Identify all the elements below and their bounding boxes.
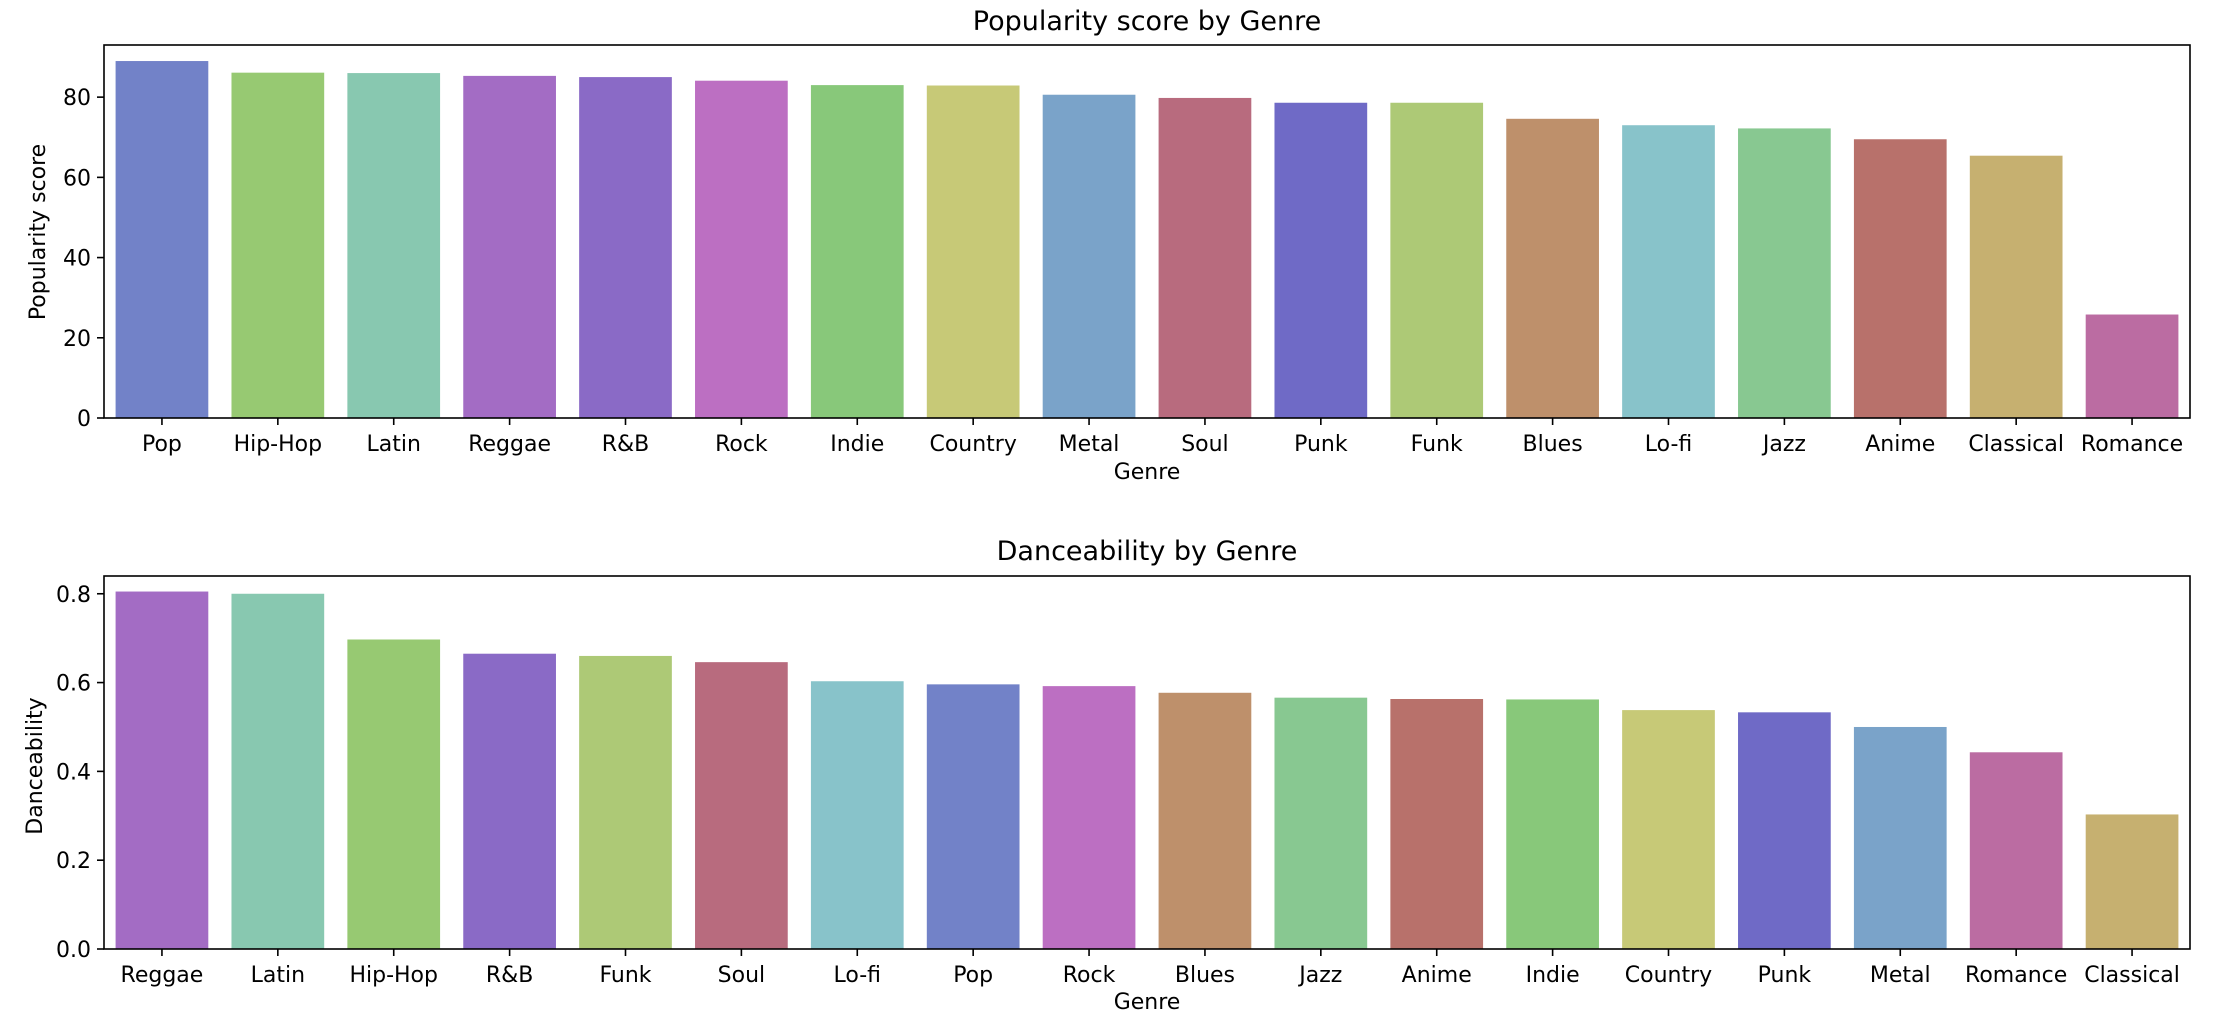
y-tick-label: 0.8 [56,583,91,608]
y-axis-label: Danceability [23,697,48,834]
x-tick-label: Lo-fi [1645,432,1693,457]
x-tick-label: Country [1625,963,1712,988]
bar [926,85,1020,418]
bar [1969,155,2063,418]
bar [1622,710,1715,949]
bar [1158,97,1252,418]
x-tick-label: Punk [1294,432,1348,457]
bar [1738,712,1831,949]
bars [115,61,2179,419]
y-tick-label: 0.0 [56,938,91,963]
x-tick-label: Country [929,432,1016,457]
x-ticks: Pop Hip-Hop Latin Reggae R&B Rock Indie Country… [142,418,2183,457]
bar [1390,699,1484,949]
x-tick-label: Punk [1758,963,1812,988]
bar [810,681,904,949]
bar [1042,94,1136,418]
x-tick-label: Blues [1523,432,1583,457]
y-tick-label: 40 [63,247,91,272]
bar [1274,102,1368,418]
bar [2085,814,2179,949]
bar [1622,125,1715,418]
chart-title: Popularity score by Genre [973,6,1321,37]
y-ticks: 0 20 40 60 80 [63,86,104,432]
x-tick-label: Hip-Hop [349,963,438,988]
bar [1042,686,1136,949]
x-tick-label: R&B [486,963,534,988]
bar [115,61,209,418]
x-tick-label: Indie [830,432,884,457]
bar [1274,697,1368,949]
x-tick-label: Lo-fi [834,963,882,988]
bar [463,75,556,418]
bar [231,72,325,419]
bar [231,593,325,949]
chart-title: Danceability by Genre [997,536,1298,567]
x-tick-label: Romance [2081,432,2183,457]
plot-frame [103,575,2191,950]
y-tick-label: 20 [63,327,91,352]
danceability-chart: Danceability by Genre Genre Danceability… [23,536,2191,1015]
x-tick-label: Jazz [1761,432,1806,457]
y-tick-label: 80 [63,86,91,111]
x-tick-label: Rock [715,432,768,457]
x-tick-label: Indie [1526,963,1580,988]
x-tick-label: Latin [367,432,421,457]
x-tick-label: Reggae [468,432,551,457]
x-tick-label: Hip-Hop [234,432,323,457]
x-tick-label: Pop [142,432,182,457]
x-tick-label: Jazz [1297,963,1342,988]
x-tick-label: Pop [953,963,993,988]
x-tick-label: Classical [2084,963,2180,988]
x-tick-label: Rock [1063,963,1116,988]
x-axis-label: Genre [1114,990,1181,1015]
bar [347,639,441,949]
y-tick-label: 0.4 [56,760,91,785]
bars [115,591,2179,949]
x-tick-label: Reggae [121,963,204,988]
x-tick-label: Blues [1175,963,1235,988]
x-tick-label: Romance [1965,963,2067,988]
x-tick-label: Funk [599,963,651,988]
y-ticks: 0.0 0.2 0.4 0.6 0.8 [56,583,104,963]
x-tick-label: Soul [718,963,765,988]
y-axis-label: Popularity score [26,144,51,320]
y-tick-label: 0 [77,407,91,432]
x-tick-label: Latin [251,963,305,988]
x-tick-label: Metal [1870,963,1931,988]
x-tick-label: Soul [1181,432,1228,457]
plot-frame [103,44,2191,419]
bar [926,684,1020,949]
x-tick-label: Anime [1865,432,1935,457]
x-tick-label: Metal [1059,432,1120,457]
y-tick-label: 60 [63,166,91,191]
x-tick-label: Anime [1402,963,1472,988]
x-tick-label: Classical [1968,432,2064,457]
bar [115,591,209,949]
popularity-chart: Popularity score by Genre Genre Populari… [26,6,2191,485]
y-tick-label: 0.6 [56,672,91,697]
bar [463,653,556,949]
x-ticks: Reggae Latin Hip-Hop R&B Funk Soul Lo-fi Pop Roc… [121,949,2180,988]
bar [1506,118,1599,419]
bar [1158,692,1252,949]
bar [2085,314,2179,418]
x-tick-label: R&B [602,432,650,457]
bar [1853,139,1947,418]
bar [695,662,788,949]
bar [579,77,672,418]
y-tick-label: 0.2 [56,849,91,874]
bar [1506,699,1599,949]
bar [1738,128,1831,419]
bar [1390,102,1484,418]
x-axis-label: Genre [1114,460,1181,485]
bar [579,655,672,949]
bar [1853,726,1947,949]
bar [695,80,788,418]
bar [347,73,441,418]
bar [1969,752,2063,949]
bar [810,85,904,419]
x-tick-label: Funk [1411,432,1463,457]
